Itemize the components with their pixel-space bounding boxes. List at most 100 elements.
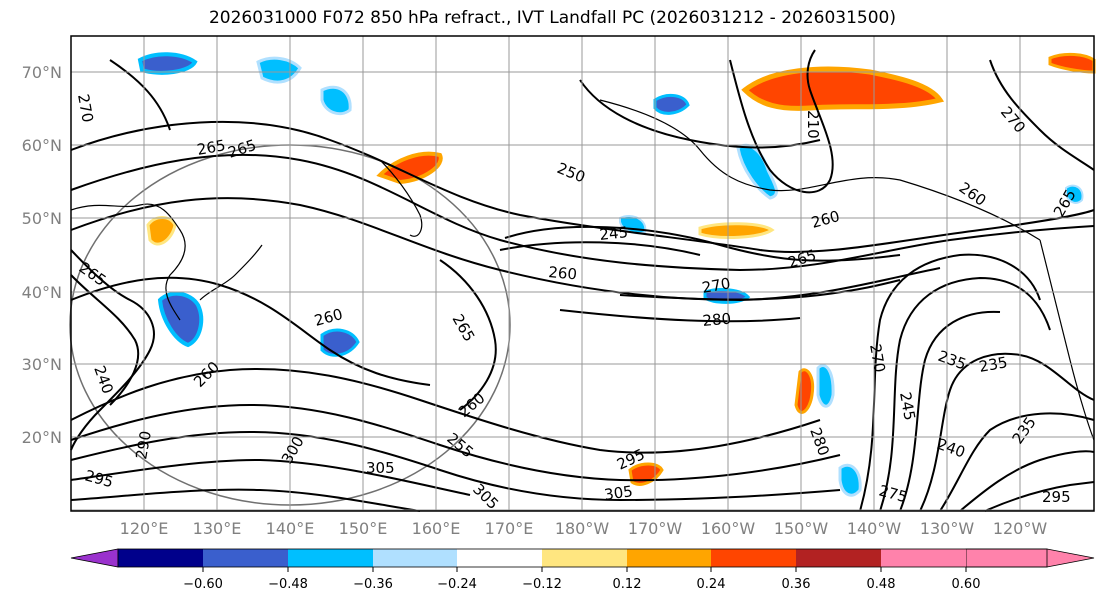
colorbar-tick: 0.36 [782, 577, 811, 592]
coastline-alaska [599, 99, 1041, 241]
contour-line [939, 412, 1095, 512]
contour-line [70, 430, 841, 502]
contour-label: 305 [366, 459, 395, 477]
contour-line [989, 59, 1095, 171]
contour-line [70, 276, 431, 386]
lon-label: 150°W [774, 519, 829, 538]
contour-line [879, 276, 1051, 512]
colorbar-segment [457, 549, 542, 567]
colorbar-tick: −0.48 [268, 577, 308, 592]
contour-label: 270 [701, 274, 732, 297]
contour-label: 265 [196, 136, 227, 159]
colorbar-segment [373, 549, 457, 567]
contour-line [504, 225, 901, 262]
ivt-negative-bc [1065, 184, 1084, 204]
ivt-positive-kamchatka [376, 151, 443, 185]
coastline-kamchatka [379, 159, 423, 237]
coastline-northamerica [1039, 239, 1095, 441]
longitude-labels: 120°E 130°E 140°E 150°E 160°E 170°E 180°… [120, 519, 1048, 538]
lon-label: 140°W [847, 519, 902, 538]
colorbar-segment [288, 549, 373, 567]
ivt-negative-hawaii [816, 364, 835, 408]
lat-label-50n: 50°N [22, 209, 62, 228]
colorbar: −0.60 −0.48 −0.36 −0.24 −0.12 0.12 0.24 … [70, 548, 1095, 592]
lon-label: 160°W [701, 519, 756, 538]
ivt-negative-pacific-1 [320, 328, 360, 357]
colorbar-segment [711, 549, 796, 567]
colorbar-tick: −0.24 [437, 577, 477, 592]
lat-label-70n: 70°N [22, 63, 62, 82]
ivt-negative-okhotsk [320, 85, 352, 116]
lat-label-60n: 60°N [22, 136, 62, 155]
gridlines [71, 36, 1094, 511]
contour-line [919, 352, 1095, 512]
contour-label: 305 [603, 482, 634, 504]
lon-label: 120°E [120, 519, 169, 538]
latitude-labels: 70°N 60°N 50°N 40°N 30°N 20°N [22, 63, 62, 447]
contour-label: 235 [978, 353, 1009, 376]
contour-label: 245 [896, 391, 919, 422]
lon-label: 130°E [193, 519, 242, 538]
contour-line [70, 197, 941, 302]
colorbar-tick: −0.60 [183, 577, 223, 592]
lon-label: 170°W [628, 519, 683, 538]
contour-line [70, 274, 140, 406]
contour-line [859, 253, 1041, 512]
colorbar-tick: 0.60 [952, 577, 981, 592]
contour-line [109, 59, 171, 131]
lon-label: 140°E [266, 519, 315, 538]
colorbar-tick: −0.36 [353, 577, 393, 592]
ivt-positive-alaska [741, 66, 945, 111]
contour-line [70, 488, 421, 512]
colorbar-tick: 0.12 [613, 577, 642, 592]
map-border [70, 35, 1095, 512]
ivt-negative-alaska-coast [736, 143, 778, 200]
ivt-negative-pacific-4 [838, 463, 862, 497]
lon-label: 160°E [412, 519, 461, 538]
colorbar-extend-max [965, 548, 1095, 568]
colorbar-segment [796, 549, 881, 567]
ivt-positive-gulf [698, 222, 775, 239]
ivt-negative-bering [653, 93, 690, 115]
contour-label: 245 [599, 223, 629, 244]
contour-label: 270 [866, 343, 889, 374]
contour-line [439, 259, 497, 411]
ivt-negative-japan [157, 291, 204, 348]
contour-line [559, 309, 801, 323]
colorbar-segment [118, 549, 203, 567]
contour-line [70, 458, 471, 496]
contour-label: 260 [548, 263, 578, 283]
lon-label: 130°W [920, 519, 975, 538]
map-title: 2026031000 F072 850 hPa refract., IVT La… [208, 8, 896, 28]
contour-line [619, 279, 901, 301]
colorbar-tick: 0.48 [867, 577, 896, 592]
ivt-positive-hawaii [794, 368, 815, 414]
colorbar-tick: 0.24 [697, 577, 726, 592]
lon-label: 120°W [993, 519, 1048, 538]
contour-line [984, 481, 1095, 512]
coastline-asia [70, 203, 186, 321]
contour-line [70, 153, 1095, 272]
lon-label: 180°W [555, 519, 610, 538]
ivt-positive-china [146, 216, 177, 246]
contour-label: 290 [132, 429, 155, 460]
ivt-shading [137, 52, 1096, 497]
contour-label: 280 [702, 310, 732, 330]
contour-line [729, 49, 834, 194]
contour-label: 270 [74, 93, 97, 124]
lat-label-20n: 20°N [22, 428, 62, 447]
ivt-negative-siberia [137, 52, 198, 75]
lat-label-30n: 30°N [22, 355, 62, 374]
coastlines [70, 99, 1095, 441]
colorbar-segment [881, 549, 966, 567]
colorbar-extend-min [70, 548, 119, 568]
colorbar-segment [203, 549, 288, 567]
lon-label: 170°E [485, 519, 534, 538]
contour-line [70, 403, 841, 482]
colorbar-segment [542, 549, 627, 567]
contour-line [899, 310, 1001, 512]
contour-label: 210 [804, 110, 822, 139]
contour-line [70, 368, 821, 454]
contour-line [499, 241, 701, 256]
lat-label-40n: 40°N [22, 283, 62, 302]
